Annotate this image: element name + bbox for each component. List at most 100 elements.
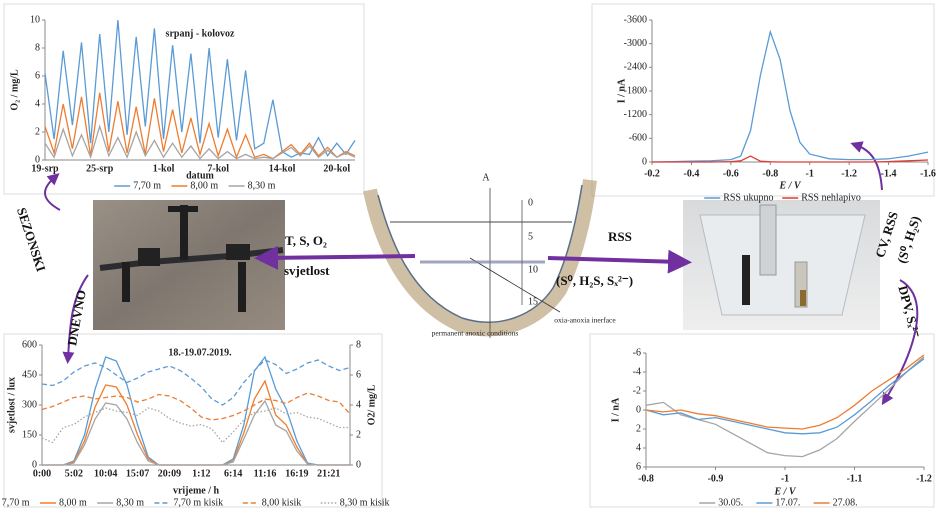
x-tick-label: 1:12 xyxy=(192,468,210,479)
light-label: svjetlost xyxy=(284,263,330,278)
y-axis-title: O₂ / mg/L xyxy=(9,69,20,111)
series-line xyxy=(42,357,350,465)
x-axis-title: vrijeme / h xyxy=(173,485,220,496)
y-tick-label: 4 xyxy=(35,98,40,109)
y2-axis-title: O2/ mg/L xyxy=(366,384,377,425)
y-tick-label: -600 xyxy=(629,133,647,144)
diagram-label: permanent anoxic conditions xyxy=(432,329,519,338)
x-tick-label: 14-kol xyxy=(269,163,296,174)
rss-label: RSS xyxy=(608,229,632,244)
y-tick-label: 6 xyxy=(636,461,641,472)
depth-tick: 10 xyxy=(528,264,538,275)
x-tick-label: 25-srp xyxy=(86,163,114,174)
y2-tick-label: 6 xyxy=(356,369,361,380)
legend-label: 7,70 m xyxy=(2,497,30,508)
y-axis-title: svjetlost / lux xyxy=(6,377,17,433)
y-axis-title: I / nA xyxy=(616,78,627,103)
legend-label: RSS nehlapivo xyxy=(801,192,861,203)
y-axis-title: I / nA xyxy=(610,397,621,422)
x-tick-label: 6:14 xyxy=(224,468,242,479)
x-tick-label: -1.1 xyxy=(847,473,863,484)
chart-frame xyxy=(4,334,382,507)
legend-label: 17.07. xyxy=(775,497,800,508)
x-tick-label: 21:21 xyxy=(317,468,340,479)
dpv-label: DPV, Sₓ²⁻ xyxy=(895,284,923,339)
x-tick-label: -1.4 xyxy=(881,168,897,179)
x-tick-label: -0.4 xyxy=(684,168,700,179)
x-tick-label: 20:09 xyxy=(158,468,181,479)
x-tick-label: 15:07 xyxy=(126,468,149,479)
x-tick-label: 20-kol xyxy=(323,163,350,174)
y2-tick-label: 4 xyxy=(356,399,361,410)
depth-tick: 15 xyxy=(528,296,538,307)
x-axis-title: E / V xyxy=(778,180,801,191)
series-line xyxy=(652,32,928,162)
x-tick-label: -0.2 xyxy=(644,168,660,179)
y-tick-label: 150 xyxy=(22,429,37,440)
daily-label: DNEVNO xyxy=(64,289,89,347)
legend-label: 8,00 m xyxy=(59,497,87,508)
seasonal-label: SEZONSKI xyxy=(14,206,49,274)
legend-label: 27.08. xyxy=(833,497,858,508)
x-axis-title: E / V xyxy=(773,486,796,497)
y-tick-label: -3600 xyxy=(624,14,647,25)
legend-label: 8,00 m xyxy=(190,180,218,191)
photo-sensor-chain xyxy=(93,200,285,330)
y-tick-label: 2 xyxy=(35,126,40,137)
x-tick-label: 11:16 xyxy=(254,468,277,479)
photo-electrochemical-cell xyxy=(683,200,880,330)
y2-tick-label: 2 xyxy=(356,429,361,440)
y-tick-label: 0 xyxy=(642,156,647,167)
measured-parameters: T, S, O₂ xyxy=(285,233,327,248)
legend-label: 7,70 m xyxy=(133,180,161,191)
depth-tick: 5 xyxy=(528,231,533,242)
x-tick-label: -1.2 xyxy=(841,168,857,179)
y-tick-label: -3000 xyxy=(624,38,647,49)
page: A 0 5 10 15 permanent anoxic conditions … xyxy=(0,0,938,509)
legend-label: 8,30 m kisik xyxy=(340,497,390,508)
series-line xyxy=(42,381,350,465)
legend-label: 7,70 m kisik xyxy=(173,497,223,508)
y-tick-label: 450 xyxy=(22,369,37,380)
legend-label: RSS ukupno xyxy=(723,192,773,203)
x-tick-label: 10:04 xyxy=(94,468,117,479)
diagram-label: oxia-anoxia inerface xyxy=(554,316,616,325)
x-tick-label: 19-srp xyxy=(31,163,59,174)
series-line xyxy=(646,357,924,457)
x-tick-label: 0:00 xyxy=(33,468,51,479)
species-label: (S⁰, H₂S, Sₓ²⁻) xyxy=(556,273,633,288)
y2-tick-label: 8 xyxy=(356,339,361,350)
y2-tick-label: 0 xyxy=(356,459,361,470)
y-tick-label: -1200 xyxy=(624,109,647,120)
chart-title: 18.-19.07.2019. xyxy=(168,347,232,358)
chart-title: srpanj - kolovoz xyxy=(166,28,235,39)
y-tick-label: 10 xyxy=(30,14,40,25)
x-tick-label: -1.2 xyxy=(916,473,932,484)
y-tick-label: 6 xyxy=(35,70,40,81)
y-tick-label: -6 xyxy=(633,347,641,358)
x-tick-label: -1.6 xyxy=(920,168,936,179)
series-line xyxy=(42,360,350,405)
legend-label: 8,30 m xyxy=(248,180,276,191)
y-tick-label: 300 xyxy=(22,399,37,410)
legend-label: 8,30 m xyxy=(116,497,144,508)
x-tick-label: -0.8 xyxy=(638,473,654,484)
depth-tick: 0 xyxy=(528,197,533,208)
y-tick-label: 2 xyxy=(636,423,641,434)
x-tick-label: -0.6 xyxy=(723,168,739,179)
series-line xyxy=(45,20,355,157)
y-tick-label: -2 xyxy=(633,385,641,396)
x-tick-label: 1-kol xyxy=(153,163,175,174)
x-tick-label: 5:02 xyxy=(65,468,83,479)
y-tick-label: 4 xyxy=(636,442,641,453)
y-tick-label: 8 xyxy=(35,42,40,53)
x-tick-label: -0.9 xyxy=(708,473,724,484)
y-tick-label: -4 xyxy=(633,366,641,377)
legend-label: 8,00 kisik xyxy=(262,497,301,508)
x-tick-label: -1 xyxy=(781,473,789,484)
y-tick-label: 600 xyxy=(22,339,37,350)
x-tick-label: -0.8 xyxy=(762,168,778,179)
diagram-marker: A xyxy=(482,172,490,183)
y-tick-label: -2400 xyxy=(624,62,647,73)
legend-label: 30.05. xyxy=(718,497,743,508)
